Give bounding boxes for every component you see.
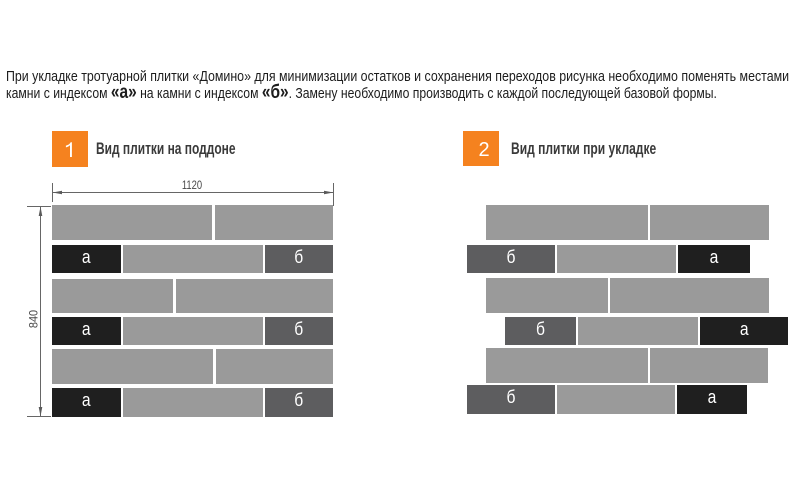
svg-text:840: 840 — [28, 310, 40, 328]
svg-text:1120: 1120 — [182, 179, 202, 192]
